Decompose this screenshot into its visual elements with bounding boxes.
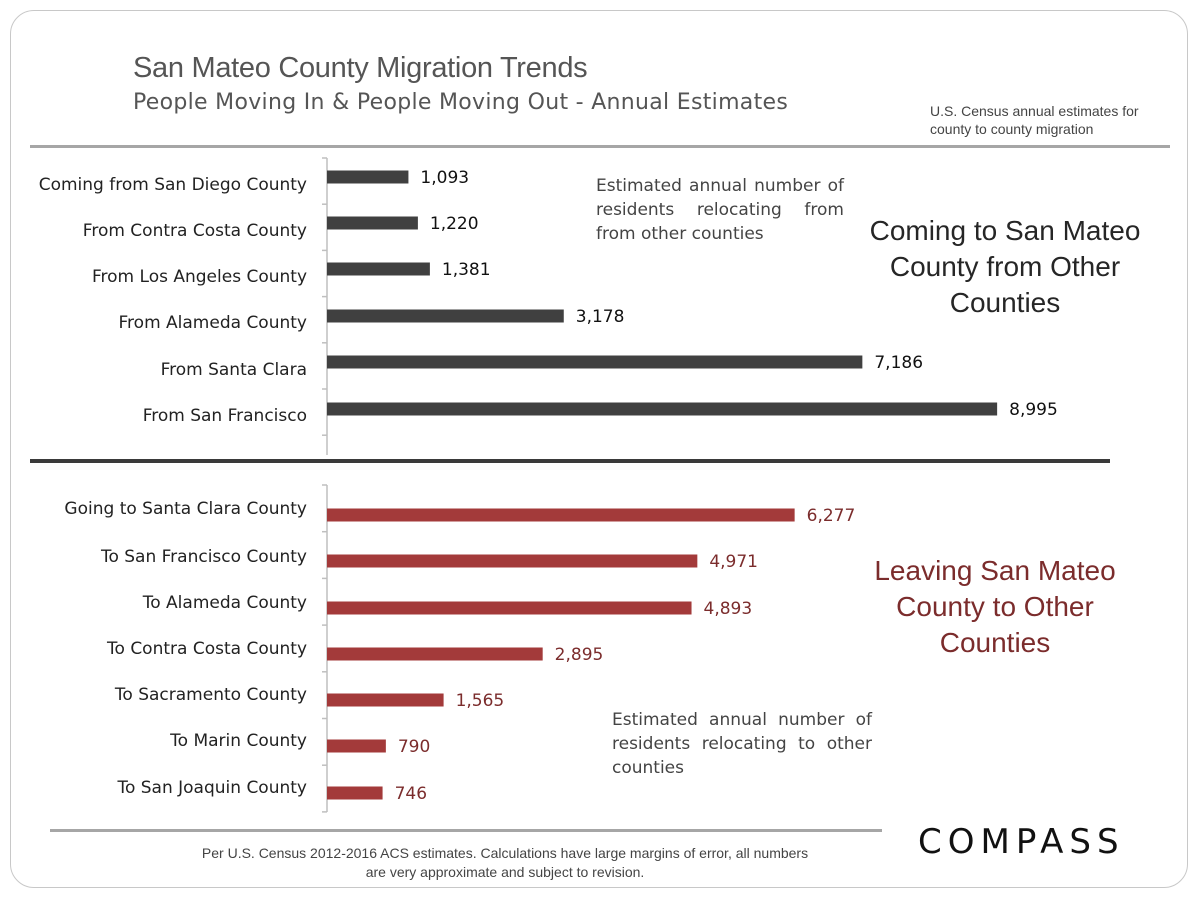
incoming-value-label: 8,995 — [1009, 400, 1058, 420]
outgoing-bar — [327, 647, 543, 661]
outgoing-category-label: To Contra Costa County — [106, 639, 307, 659]
outgoing-note: Estimated annual number of residents rel… — [612, 710, 872, 778]
incoming-bar — [327, 309, 564, 323]
outgoing-category-label: To Sacramento County — [114, 685, 307, 705]
chart-subtitle: People Moving In & People Moving Out - A… — [133, 90, 789, 115]
footer-disclaimer: Per U.S. Census 2012-2016 ACS estimates.… — [201, 845, 809, 880]
incoming-category-label: From Alameda County — [119, 313, 307, 333]
outgoing-bar — [327, 739, 386, 753]
section-divider — [30, 459, 1110, 463]
outgoing-value-label: 1,565 — [456, 691, 505, 711]
incoming-note: Estimated annual number of residents rel… — [596, 176, 844, 244]
outgoing-value-label: 790 — [398, 737, 430, 757]
incoming-category-label: Coming from San Diego County — [39, 175, 307, 195]
incoming-bar — [327, 170, 409, 184]
chart-title: San Mateo County Migration Trends — [133, 52, 588, 84]
incoming-value-label: 7,186 — [874, 353, 923, 373]
incoming-value-label: 1,381 — [442, 260, 491, 280]
outgoing-bar — [327, 693, 444, 707]
incoming-value-label: 3,178 — [576, 307, 625, 327]
footer-divider — [50, 829, 882, 832]
outgoing-value-label: 4,971 — [709, 552, 758, 572]
outgoing-bar — [327, 554, 698, 568]
incoming-category-label: From Los Angeles County — [92, 267, 307, 287]
incoming-category-label: From San Francisco — [143, 406, 307, 426]
incoming-value-label: 1,093 — [420, 168, 469, 188]
outgoing-bar — [327, 786, 383, 800]
outgoing-bar — [327, 508, 795, 522]
outgoing-category-label: Going to Santa Clara County — [64, 499, 307, 519]
incoming-bar — [327, 402, 998, 416]
outgoing-bar — [327, 601, 692, 615]
incoming-bar — [327, 355, 863, 369]
incoming-category-label: From Contra Costa County — [83, 221, 307, 241]
source-note: U.S. Census annual estimates for county … — [930, 103, 1139, 137]
outgoing-value-label: 6,277 — [807, 506, 856, 526]
outgoing-value-label: 4,893 — [704, 599, 753, 619]
incoming-heading: Coming to San Mateo County from Other Co… — [869, 215, 1141, 318]
compass-logo: COMPASS — [918, 822, 1125, 862]
outgoing-category-label: To Alameda County — [142, 593, 307, 613]
outgoing-heading: Leaving San Mateo County to Other Counti… — [874, 555, 1116, 658]
incoming-bar — [327, 216, 418, 230]
slide-frame — [10, 10, 1188, 888]
incoming-category-label: From Santa Clara — [161, 360, 307, 380]
outgoing-value-label: 2,895 — [555, 645, 604, 665]
outgoing-value-label: 746 — [395, 784, 427, 804]
incoming-bar — [327, 262, 430, 276]
outgoing-category-label: To San Francisco County — [100, 547, 307, 567]
outgoing-category-label: To Marin County — [169, 731, 307, 751]
incoming-value-label: 1,220 — [430, 214, 479, 234]
outgoing-category-label: To San Joaquin County — [116, 778, 307, 798]
header-divider — [30, 145, 1170, 148]
